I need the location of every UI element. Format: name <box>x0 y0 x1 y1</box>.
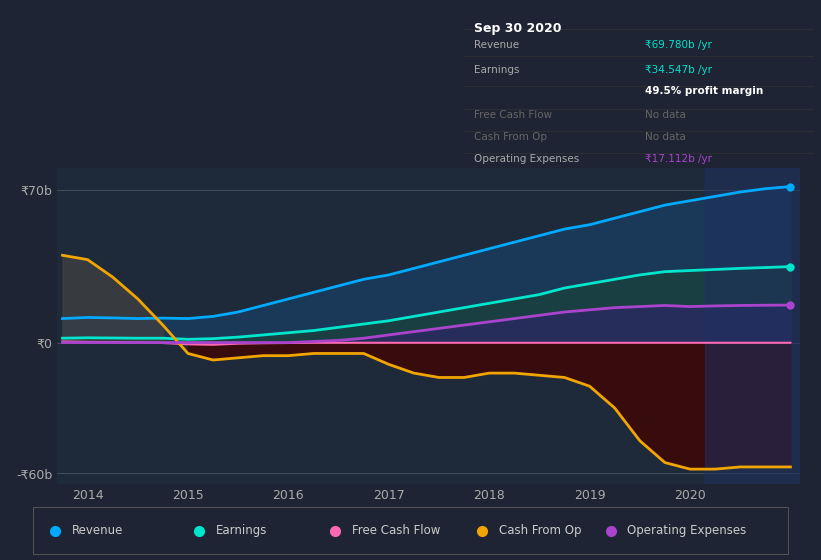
Text: ₹34.547b /yr: ₹34.547b /yr <box>645 65 713 75</box>
Text: Earnings: Earnings <box>475 65 520 75</box>
Text: Operating Expenses: Operating Expenses <box>475 155 580 165</box>
Text: Revenue: Revenue <box>475 40 520 49</box>
Text: Free Cash Flow: Free Cash Flow <box>351 524 440 537</box>
Text: ₹69.780b /yr: ₹69.780b /yr <box>645 40 712 49</box>
Text: ₹17.112b /yr: ₹17.112b /yr <box>645 155 713 165</box>
Text: 49.5% profit margin: 49.5% profit margin <box>645 86 764 96</box>
Text: Cash From Op: Cash From Op <box>499 524 581 537</box>
Text: Revenue: Revenue <box>72 524 123 537</box>
Text: Cash From Op: Cash From Op <box>475 132 548 142</box>
Text: Free Cash Flow: Free Cash Flow <box>475 110 553 120</box>
Bar <box>705 168 800 484</box>
Text: Sep 30 2020: Sep 30 2020 <box>475 22 562 35</box>
Text: Earnings: Earnings <box>216 524 267 537</box>
Text: No data: No data <box>645 110 686 120</box>
Text: No data: No data <box>645 132 686 142</box>
Text: Operating Expenses: Operating Expenses <box>627 524 746 537</box>
